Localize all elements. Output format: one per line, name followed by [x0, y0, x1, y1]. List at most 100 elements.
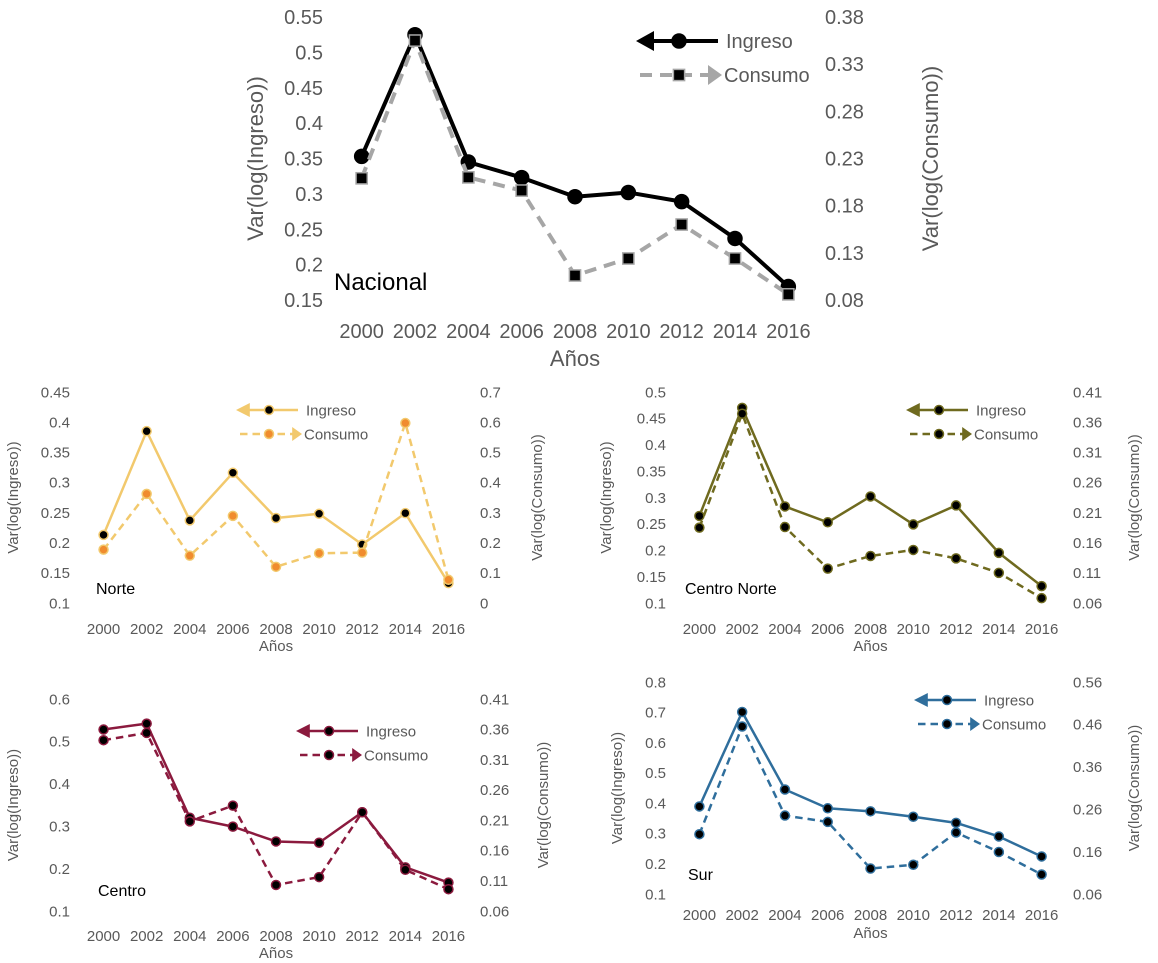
data-point-consumo — [184, 816, 196, 827]
y-left-tick-label: 0.1 — [645, 595, 666, 612]
data-point-consumo — [355, 171, 369, 185]
x-tick-label: 2008 — [259, 928, 292, 945]
panel-centro-norte: 0.1 0.15 0.2 0.25 0.3 0.35 0.4 0.45 0.5 0.06 0.11 0… — [598, 384, 1143, 655]
x-tick-label: 2010 — [897, 907, 930, 924]
data-point-consumo — [356, 547, 368, 558]
legend-item-consumo: Consumo — [640, 65, 810, 87]
data-point-consumo — [736, 721, 748, 732]
y-left-tick-label: 0.8 — [645, 674, 666, 691]
legend-item-consumo: Consumo — [918, 716, 1046, 733]
y-left-tick-label: 0.15 — [41, 565, 70, 582]
data-point-ingreso — [950, 817, 962, 829]
legend-marker — [933, 428, 945, 440]
x-axis-title: Años — [550, 346, 600, 371]
legend-marker — [671, 33, 687, 49]
y-right-axis-title: Var(log(Consumo)) — [918, 66, 943, 251]
data-point-ingreso — [993, 547, 1005, 559]
y-right-tick-label: 0.21 — [480, 812, 509, 829]
data-point-consumo — [822, 563, 833, 574]
y-right-tick-label: 0.33 — [825, 54, 864, 76]
panel-label: Centro — [98, 883, 146, 900]
data-point-ingreso — [567, 188, 583, 205]
legend-label: Consumo — [304, 426, 368, 443]
y-left-tick-label: 0.3 — [645, 826, 666, 843]
legend-item-consumo: Consumo — [910, 426, 1038, 443]
y-left-axis-title: Var(log(Ingreso)) — [5, 749, 22, 861]
y-right-axis-title: Var(log(Consumo)) — [1126, 434, 1143, 560]
panel-centro: 0.1 0.2 0.3 0.4 0.5 0.6 0.06 0.11 0.16 0.21 0.26 0.… — [5, 691, 552, 962]
y-right-tick-label: 0.23 — [825, 149, 864, 171]
y-left-tick-label: 0.2 — [645, 856, 666, 873]
y-right-tick-label: 0.36 — [1073, 759, 1102, 776]
y-right-tick-label: 0.06 — [1073, 886, 1102, 903]
y-right-tick-label: 0.36 — [1073, 414, 1102, 431]
x-tick-label: 2010 — [302, 621, 335, 638]
panel-label: Sur — [688, 867, 714, 884]
legend-label: Consumo — [724, 65, 810, 87]
y-right-tick-label: 0.16 — [480, 843, 509, 860]
legend-item-consumo: Consumo — [240, 426, 368, 443]
x-axis-title: Años — [259, 945, 293, 962]
panel-nacional: 0.15 0.2 0.25 0.3 0.35 0.4 0.45 0.5 0.55 0.08 0.13… — [243, 7, 943, 371]
y-right-tick-label: 0.28 — [825, 101, 864, 123]
data-point-consumo — [515, 184, 529, 197]
data-point-ingreso — [822, 803, 833, 814]
x-tick-label: 2012 — [939, 907, 972, 924]
data-point-ingreso — [141, 425, 152, 437]
data-point-ingreso — [865, 806, 876, 817]
y-left-tick-label: 0.45 — [637, 411, 666, 428]
series-line-consumo — [698, 725, 1043, 876]
data-point-ingreso — [98, 529, 109, 541]
legend-label: Ingreso — [726, 31, 793, 53]
data-point-consumo — [694, 522, 705, 533]
data-point-consumo — [227, 510, 239, 522]
x-tick-label: 2008 — [854, 621, 887, 638]
data-point-ingreso — [141, 718, 152, 729]
data-point-consumo — [400, 417, 411, 429]
y-left-tick-label: 0.2 — [295, 255, 323, 277]
y-left-axis-title: Var(log(Ingreso)) — [598, 441, 615, 553]
data-point-consumo — [865, 550, 876, 562]
x-tick-label: 2006 — [216, 621, 249, 638]
legend-label: Consumo — [982, 716, 1046, 733]
data-point-ingreso — [694, 801, 705, 812]
x-tick-label: 2002 — [130, 928, 163, 945]
legend-label: Consumo — [974, 426, 1038, 443]
y-right-tick-label: 0.21 — [1073, 505, 1102, 522]
data-point-ingreso — [270, 512, 282, 524]
x-axis-title: Años — [853, 638, 887, 655]
data-point-ingreso — [673, 193, 690, 210]
data-point-ingreso — [779, 784, 791, 795]
y-left-tick-label: 0.2 — [49, 535, 70, 552]
x-tick-label: 2010 — [302, 928, 335, 945]
series-line-ingreso — [102, 429, 450, 584]
y-right-tick-label: 0.18 — [825, 196, 864, 218]
data-point-consumo — [822, 816, 833, 828]
data-point-ingreso — [353, 148, 370, 165]
data-point-ingreso — [620, 184, 637, 201]
x-tick-label: 2004 — [446, 321, 491, 343]
data-point-consumo — [141, 488, 152, 500]
data-point-consumo — [779, 521, 791, 533]
y-left-tick-label: 0.1 — [49, 903, 70, 920]
data-point-consumo — [950, 553, 962, 564]
y-right-tick-label: 0.08 — [825, 290, 864, 312]
data-point-ingreso — [908, 811, 919, 823]
x-tick-label: 2010 — [606, 321, 651, 343]
y-left-tick-label: 0.4 — [49, 414, 70, 431]
x-tick-label: 2000 — [87, 621, 120, 638]
x-tick-label: 2004 — [768, 621, 801, 638]
legend-arrow-right-icon — [970, 717, 980, 731]
x-tick-label: 2014 — [982, 907, 1015, 924]
y-right-tick-label: 0.36 — [480, 722, 509, 739]
y-left-tick-label: 0.5 — [49, 734, 70, 751]
data-point-ingreso — [1036, 580, 1047, 592]
legend-item-ingreso: Ingreso — [296, 723, 416, 740]
y-left-tick-label: 0.25 — [284, 219, 323, 241]
legend-marker — [323, 725, 335, 737]
legend-label: Ingreso — [366, 723, 416, 740]
panel-norte: 0.1 0.15 0.2 0.25 0.3 0.35 0.4 0.45 0 0.1 0.2 0.3 0.… — [5, 384, 546, 655]
data-point-consumo — [443, 883, 454, 895]
x-tick-label: 2002 — [725, 907, 758, 924]
